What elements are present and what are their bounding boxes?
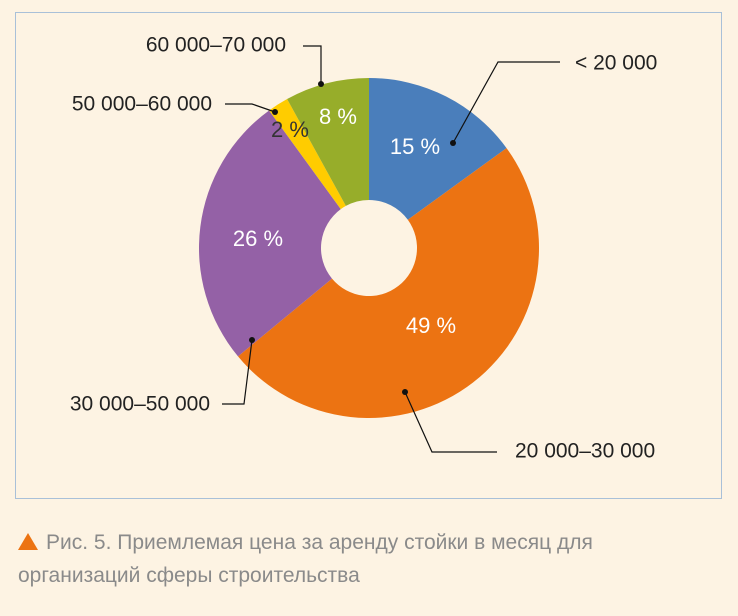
category-label: 30 000–50 000 (70, 393, 210, 416)
value-label: 2 % (271, 117, 309, 142)
leader-dot (318, 81, 324, 87)
category-label: < 20 000 (575, 52, 657, 75)
leader-dot (402, 389, 408, 395)
caption: Рис. 5. Приемлемая цена за аренду стойки… (18, 526, 718, 592)
chart-frame (15, 12, 722, 499)
category-label: 20 000–30 000 (515, 440, 655, 463)
leader-line (404, 391, 497, 453)
leader-dot (249, 337, 255, 343)
value-label: 26 % (233, 226, 283, 251)
leader-line (452, 61, 560, 144)
donut-slice (369, 78, 507, 220)
category-label: 50 000–60 000 (72, 93, 212, 116)
leader-line (225, 103, 276, 113)
leader-dot (272, 109, 278, 115)
value-label: 8 % (319, 104, 357, 129)
value-label: 15 % (390, 134, 440, 159)
donut-slice (199, 110, 341, 357)
leader-dot (450, 140, 456, 146)
value-label: 49 % (406, 313, 456, 338)
donut-slice (269, 99, 346, 210)
donut-slice (238, 148, 540, 419)
donut-slice (287, 78, 369, 206)
category-label: 60 000–70 000 (146, 34, 286, 57)
chart-title: Рис. 5. Приемлемая цена за аренду стойки… (18, 531, 593, 587)
leader-line (303, 45, 322, 84)
leader-line (222, 339, 253, 405)
caption-icon (18, 533, 38, 550)
